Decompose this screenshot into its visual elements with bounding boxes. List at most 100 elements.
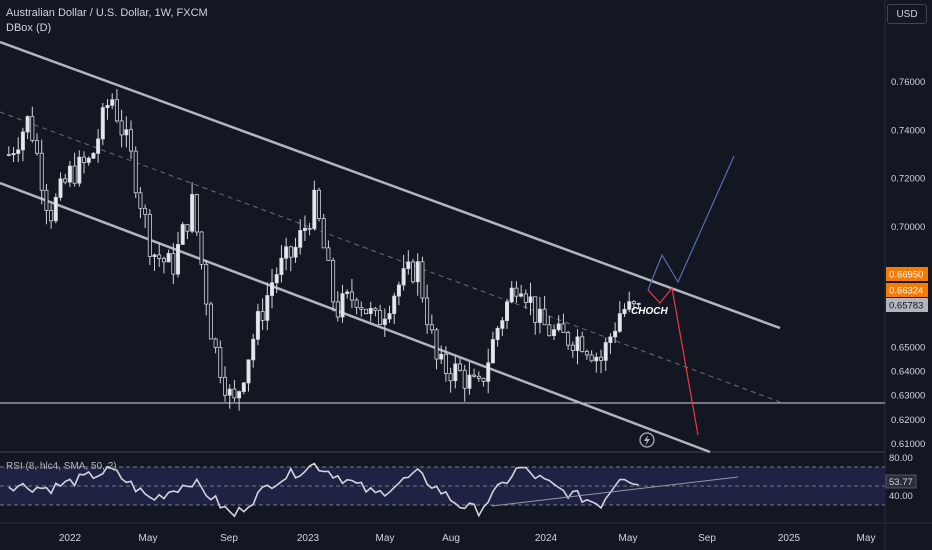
candle-body [307, 227, 312, 230]
candle-body [312, 189, 317, 229]
time-tick-9: 2025 [778, 533, 801, 544]
candle-body [556, 323, 561, 331]
rsi-label: RSI (8, hlc4, SMA, 50, 2) [6, 461, 117, 472]
candle-body [100, 107, 105, 140]
price-axis[interactable]: 0.760000.740000.720000.700000.680000.650… [891, 77, 925, 450]
time-tick-1: May [139, 533, 158, 544]
candle-body [223, 376, 228, 396]
candle-body [147, 213, 152, 257]
price-tick-8: 0.62000 [891, 415, 925, 426]
candle-body [138, 192, 143, 209]
candle-body [335, 301, 340, 318]
candle-body [58, 178, 63, 198]
candle-body [180, 224, 185, 245]
candle-body [519, 293, 524, 297]
candle-body [124, 129, 129, 136]
svg-text:0.66324: 0.66324 [889, 286, 923, 297]
candle-body [227, 388, 232, 396]
choch-annotation: CHOCH [631, 306, 668, 317]
indicator-label: DBox (D) [6, 22, 52, 34]
candle-body [190, 194, 195, 232]
currency-button[interactable]: USD [887, 4, 927, 24]
candle-body [171, 253, 176, 275]
channel-lower-line[interactable] [0, 181, 711, 454]
time-axis[interactable]: 2022 May Sep 2023 May Aug 2024 May Sep 2025 May [59, 533, 876, 544]
candle-body [288, 246, 293, 258]
candle-body [270, 282, 275, 296]
price-tag-1: 0.66324 [886, 283, 928, 297]
candle-body [443, 353, 448, 374]
candle-body [161, 257, 166, 263]
candle-body [114, 99, 119, 122]
candle-body [293, 246, 298, 258]
price-tags: 0.66950 0.66324 0.65783 [886, 267, 928, 312]
price-tick-0: 0.76000 [891, 77, 925, 88]
time-tick-3: 2023 [297, 533, 320, 544]
candle-body [411, 261, 416, 283]
price-tick-7: 0.63000 [891, 391, 925, 402]
candle-body [415, 261, 420, 283]
price-tick-2: 0.72000 [891, 174, 925, 185]
rsi-trendline[interactable] [491, 476, 739, 507]
candle-body [462, 369, 467, 389]
channel-mid-line [0, 111, 781, 403]
candle-body [105, 104, 110, 109]
candle-body [284, 246, 289, 259]
candle-body [302, 227, 307, 231]
candle-body [481, 377, 486, 382]
candle-body [368, 307, 373, 315]
candle-body [467, 374, 472, 389]
candle-body [44, 189, 49, 211]
candle-body [35, 140, 40, 154]
time-tick-4: May [376, 533, 395, 544]
candle-body [561, 323, 566, 333]
bearish-projection-path[interactable] [647, 286, 699, 436]
channel-upper-line[interactable] [0, 40, 781, 330]
candle-body [133, 150, 138, 194]
candle-body [260, 311, 265, 321]
price-tag-2: 0.65783 [886, 298, 928, 312]
candle-body [631, 301, 636, 305]
lightning-icon[interactable] [639, 432, 655, 448]
candle-body [237, 391, 242, 399]
price-tick-3: 0.70000 [891, 222, 925, 233]
candle-body [434, 329, 439, 360]
candle-body [354, 299, 359, 308]
candle-body [157, 254, 162, 259]
candle-body [213, 338, 218, 348]
bullish-projection-path[interactable] [647, 155, 735, 291]
candle-body [608, 336, 613, 343]
candle-body [509, 287, 514, 303]
candle-body [505, 301, 510, 321]
candle-body [255, 311, 260, 340]
candle-body [594, 356, 599, 362]
candle-body [378, 310, 383, 325]
candle-body [570, 344, 575, 352]
candle-body [208, 303, 213, 340]
price-tick-5: 0.65000 [891, 342, 925, 353]
candle-body [617, 313, 622, 332]
candle-body [77, 156, 82, 184]
candle-body [420, 261, 425, 299]
candle-body [152, 254, 157, 257]
candle-body [298, 230, 303, 248]
candle-body [86, 157, 91, 163]
candle-body [119, 120, 124, 136]
candle-body [392, 295, 397, 314]
time-tick-2: Sep [220, 533, 238, 544]
candle-body [387, 313, 392, 320]
candle-body [599, 356, 604, 361]
candle-body [326, 247, 331, 261]
candle-body [552, 329, 557, 337]
time-tick-5: Aug [442, 533, 460, 544]
candle-body [63, 178, 68, 183]
candle-body [382, 318, 387, 325]
candle-body [396, 284, 401, 297]
candle-body [82, 156, 87, 163]
price-tick-1: 0.74000 [891, 125, 925, 136]
candle-body [495, 327, 500, 340]
svg-text:53.77: 53.77 [889, 477, 913, 488]
candle-body [185, 224, 190, 232]
candle-body [627, 301, 632, 310]
